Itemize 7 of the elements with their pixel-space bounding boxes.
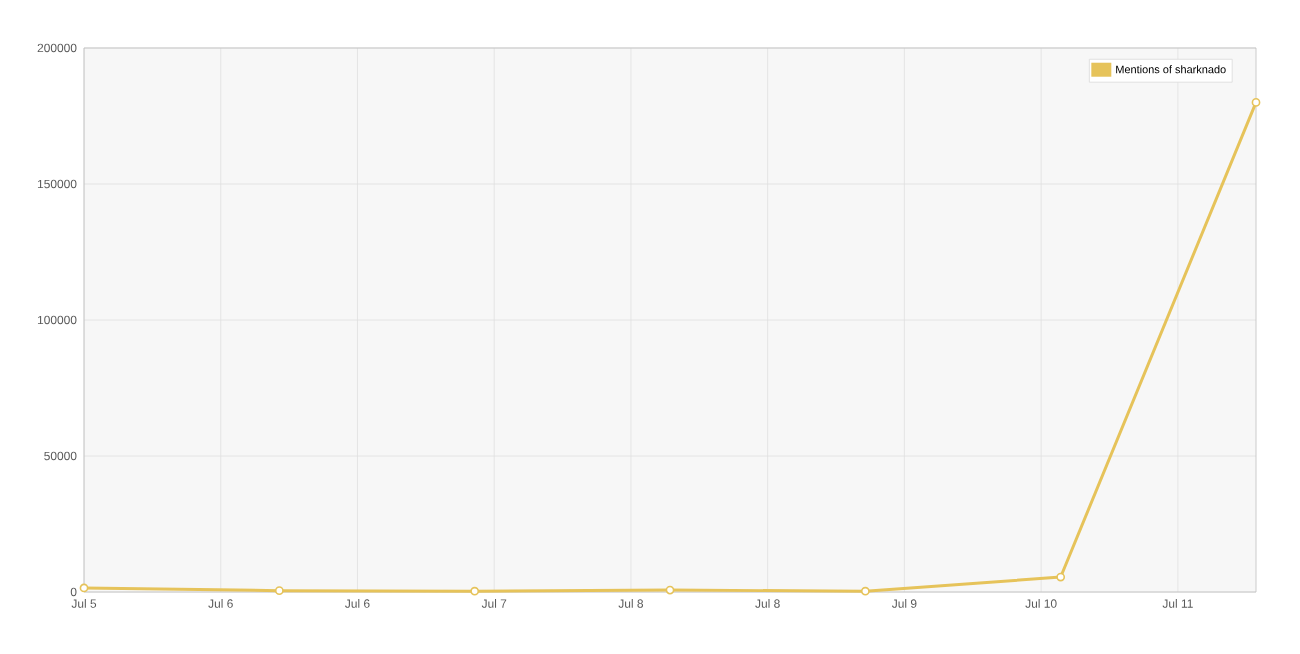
point — [1056, 572, 1066, 582]
point — [665, 585, 675, 595]
point — [1251, 98, 1261, 107]
point — [79, 583, 89, 593]
point — [860, 586, 870, 596]
point — [470, 586, 480, 596]
point — [274, 586, 284, 596]
